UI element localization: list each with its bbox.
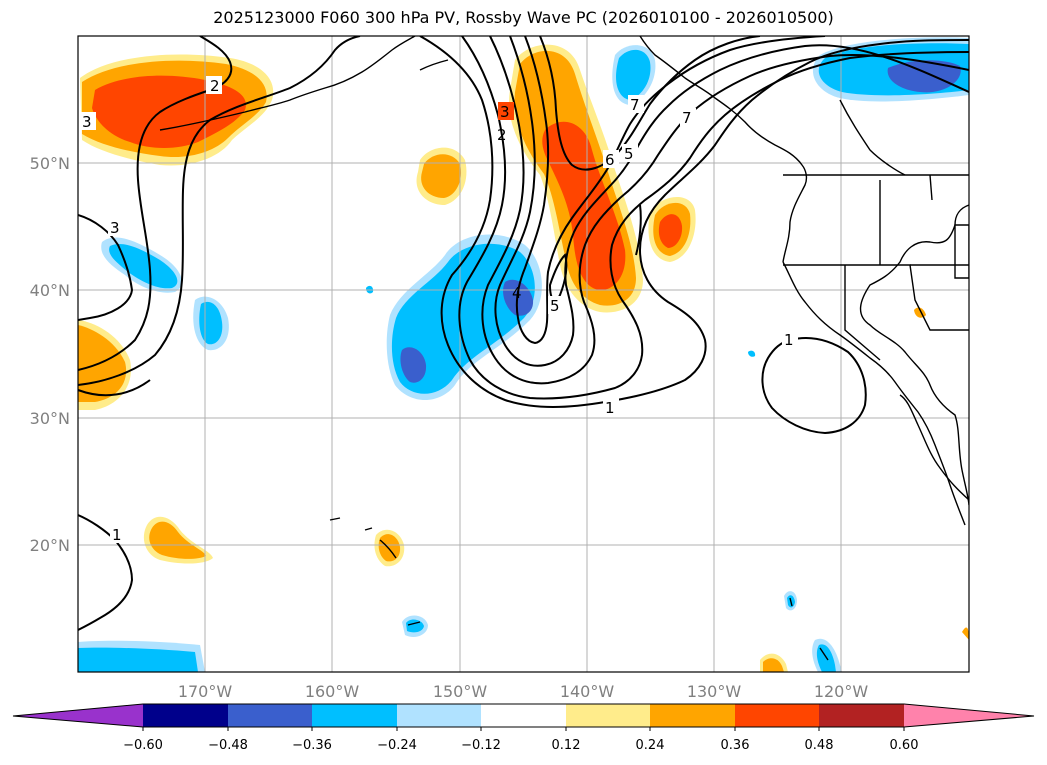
contour-label: 7 <box>630 96 640 114</box>
colorbar-label: 0.48 <box>805 738 834 753</box>
contour-label: 6 <box>605 151 615 169</box>
lon-label: 150°W <box>433 682 488 701</box>
contour-label: 5 <box>624 145 634 163</box>
coastlines <box>159 36 969 661</box>
contour-label: 2 <box>210 77 220 95</box>
longitude-labels: 170°W 160°W 150°W 140°W 130°W 120°W <box>178 682 869 701</box>
lon-label: 140°W <box>560 682 615 701</box>
colorbar-bin <box>312 704 397 727</box>
colorbar-label: 0.36 <box>721 738 750 753</box>
contour-label: 3 <box>110 219 120 237</box>
contour-label: 3 <box>500 103 510 121</box>
contour-label: 1 <box>784 331 794 349</box>
colorbar-bin <box>143 704 228 727</box>
colorbar-extend-min <box>13 704 143 727</box>
lat-label: 40°N <box>30 281 70 300</box>
contour-label: 5 <box>550 297 560 315</box>
colorbar-bin <box>397 704 481 727</box>
contour-label: 2 <box>497 126 507 144</box>
colorbar-label: −0.24 <box>377 738 417 753</box>
colorbar-bin <box>481 704 566 727</box>
lon-label: 130°W <box>687 682 742 701</box>
contour-label: 7 <box>682 109 692 127</box>
colorbar-bin <box>650 704 735 727</box>
contour-labels: 3 2 3 1 3 2 7 6 5 4 5 1 1 7 <box>80 76 798 544</box>
colorbar-label: 0.24 <box>636 738 665 753</box>
colorbar-label: 0.60 <box>890 738 919 753</box>
contour-label: 3 <box>82 113 92 131</box>
lat-label: 30°N <box>30 409 70 428</box>
colorbar-bin <box>566 704 650 727</box>
lat-label: 50°N <box>30 154 70 173</box>
contour-label: 1 <box>112 526 122 544</box>
map-title: 2025123000 F060 300 hPa PV, Rossby Wave … <box>213 8 834 27</box>
plot-frame <box>77 35 970 673</box>
lat-label: 20°N <box>30 536 70 555</box>
colorbar-bin <box>735 704 819 727</box>
colorbar-label: −0.60 <box>123 738 163 753</box>
colorbar-extend-max <box>904 704 1034 727</box>
contour-label: 4 <box>512 284 522 302</box>
colorbar-label: −0.12 <box>461 738 501 753</box>
lon-label: 170°W <box>178 682 233 701</box>
height-contours <box>78 36 969 631</box>
latitude-labels: 50°N 40°N 30°N 20°N <box>30 154 70 555</box>
lon-label: 160°W <box>305 682 360 701</box>
colorbar-label: −0.36 <box>292 738 332 753</box>
colorbar-bin <box>228 704 312 727</box>
lon-label: 120°W <box>814 682 869 701</box>
colorbar-label: −0.48 <box>208 738 248 753</box>
colorbar-label: 0.12 <box>552 738 581 753</box>
colorbar: −0.60 −0.48 −0.36 −0.24 −0.12 0.12 0.24 … <box>12 703 1035 753</box>
colorbar-bin <box>819 704 904 727</box>
contour-label: 1 <box>605 399 615 417</box>
